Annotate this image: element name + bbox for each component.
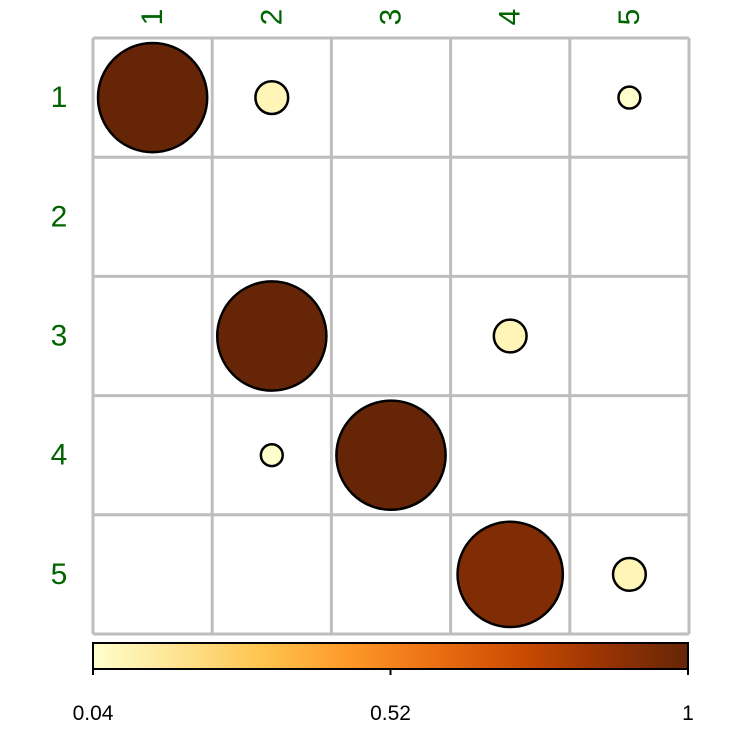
cell-circle-r4-c2 <box>261 444 283 466</box>
colorbar-tick-label: 1 <box>682 702 694 725</box>
cell-circle-r3-c4 <box>494 320 527 353</box>
row-label-4: 4 <box>51 439 68 472</box>
circle-markers <box>98 43 646 627</box>
colorbar: 0.04 0.52 1 <box>73 643 694 725</box>
cell-circle-r1-c5 <box>618 87 640 109</box>
col-label-5: 5 <box>613 9 646 26</box>
col-label-1: 1 <box>136 9 169 26</box>
row-label-5: 5 <box>51 558 68 591</box>
colorbar-tick-label: 0.52 <box>370 702 411 725</box>
col-label-3: 3 <box>375 9 408 26</box>
col-label-2: 2 <box>255 9 288 26</box>
cell-circle-r1-c1 <box>98 43 207 152</box>
cell-circle-r1-c2 <box>255 81 288 114</box>
cell-circle-r3-c2 <box>217 281 326 390</box>
colorbar-gradient <box>93 643 688 669</box>
cell-circle-r5-c4 <box>458 522 563 627</box>
row-label-3: 3 <box>51 320 68 353</box>
row-label-1: 1 <box>51 81 68 114</box>
colorbar-tick-label: 0.04 <box>73 702 114 725</box>
cell-circle-r5-c5 <box>613 558 646 591</box>
row-label-2: 2 <box>51 200 68 233</box>
cell-circle-r4-c3 <box>336 401 445 510</box>
col-label-4: 4 <box>494 9 527 26</box>
